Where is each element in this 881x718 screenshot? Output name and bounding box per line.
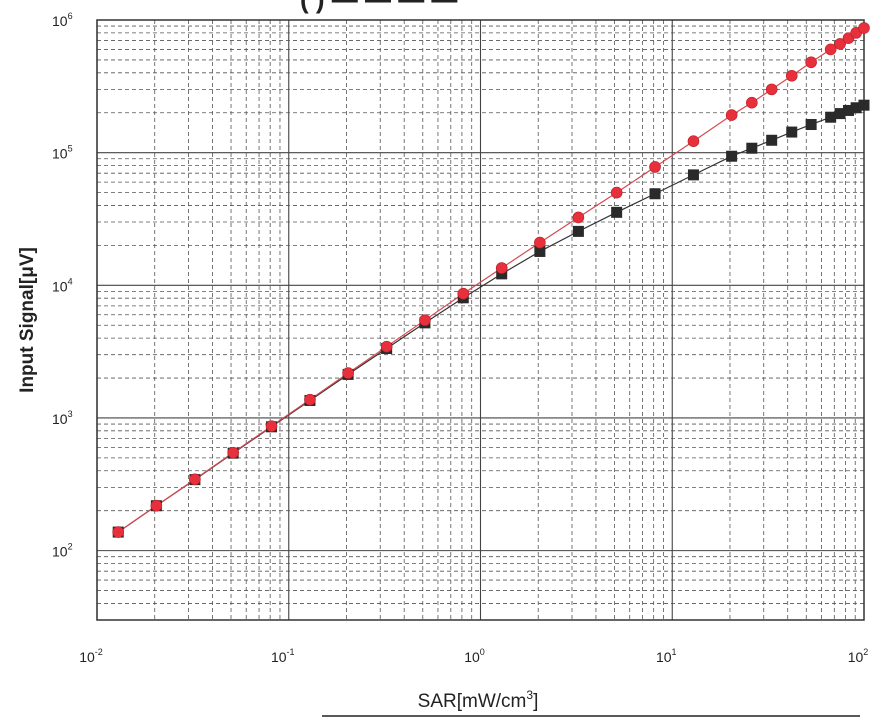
y-tick-label: 105 xyxy=(52,144,73,162)
circle-point xyxy=(725,109,738,121)
y-tick-label: 106 xyxy=(52,11,73,29)
circle-point xyxy=(765,83,778,96)
x-axis-label: SAR[mW/cm3] xyxy=(322,688,860,717)
circle-point xyxy=(805,56,817,69)
square-point xyxy=(825,111,837,123)
square-point xyxy=(842,104,854,116)
square-point xyxy=(726,150,738,162)
square-point xyxy=(786,126,798,138)
y-tick-label: 104 xyxy=(52,276,73,294)
circle-point xyxy=(649,161,661,173)
data-series xyxy=(112,22,870,538)
circle-point xyxy=(858,22,870,34)
circle-point xyxy=(304,393,316,406)
circle-point xyxy=(265,420,278,432)
circle-point xyxy=(380,340,393,353)
y-axis-title: Input Signal[μV] xyxy=(17,247,38,393)
x-tick-label: 101 xyxy=(656,647,677,665)
circle-point xyxy=(457,287,470,300)
x-tick-label: 100 xyxy=(464,647,485,665)
square-point xyxy=(746,142,758,154)
x-axis-title: SAR[mW/cm3] xyxy=(418,688,539,712)
circle-point xyxy=(610,186,623,199)
x-tick-label: 10-2 xyxy=(79,647,103,665)
y-tick-label: 102 xyxy=(52,542,73,560)
circle-point xyxy=(419,314,431,326)
square-point xyxy=(572,225,584,237)
chart-title: ( ) — — — — xyxy=(300,0,457,14)
circle-point xyxy=(112,526,125,538)
circle-point xyxy=(495,262,508,274)
square-point xyxy=(611,206,623,218)
circle-point xyxy=(342,367,354,379)
circle-point xyxy=(572,211,585,224)
x-tick-label: 10-1 xyxy=(271,647,295,665)
square-point xyxy=(687,169,699,181)
square-point xyxy=(834,108,846,120)
square-point xyxy=(649,188,661,200)
circle-point xyxy=(189,473,201,486)
circle-point xyxy=(824,43,837,56)
square-point xyxy=(858,99,870,111)
y-tick-label: 103 xyxy=(52,409,73,427)
x-tick-label: 102 xyxy=(848,647,869,665)
y-tick-labels: 102 103 104 105 106 xyxy=(52,11,73,560)
plot-frame xyxy=(96,19,865,621)
circle-point xyxy=(227,446,239,459)
circle-point xyxy=(834,38,846,50)
circle-point xyxy=(746,96,758,109)
square-point xyxy=(496,268,508,280)
square-point xyxy=(850,102,862,114)
square-point xyxy=(534,245,546,257)
circle-point xyxy=(785,69,798,82)
circle-point xyxy=(534,236,546,249)
x-tick-labels: 10-2 10-1 100 101 102 xyxy=(79,647,868,665)
square-point xyxy=(805,119,817,131)
square-point xyxy=(766,134,778,146)
circle-point xyxy=(687,135,700,148)
y-axis-label: Input Signal[μV] xyxy=(17,247,38,393)
partial-title: ( ) — — — — xyxy=(300,0,457,14)
circle-point xyxy=(150,499,163,512)
